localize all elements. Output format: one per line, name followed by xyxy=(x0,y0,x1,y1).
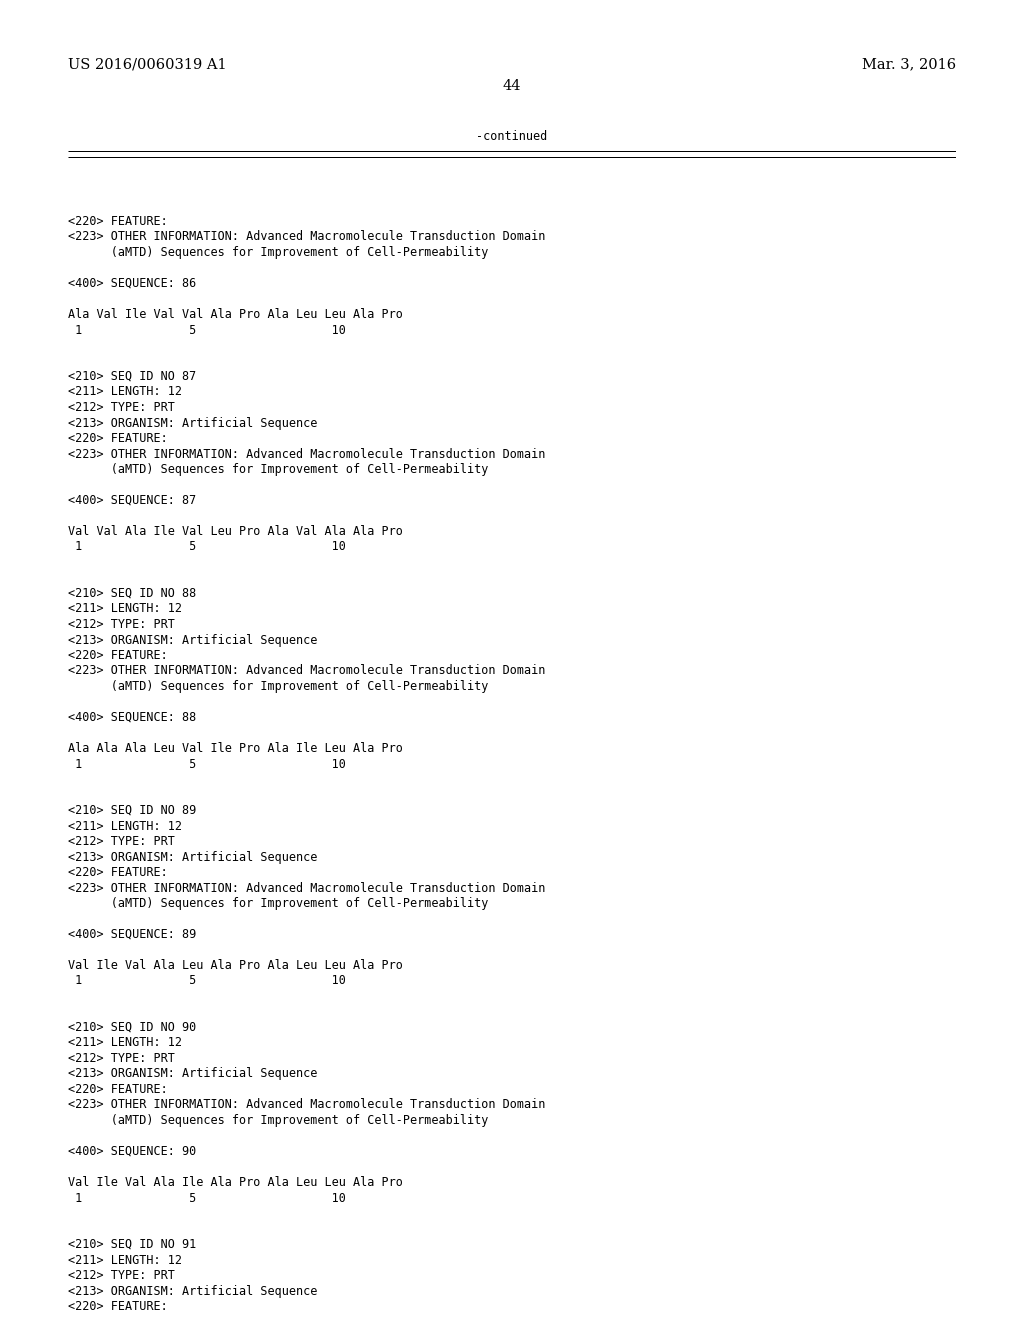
Text: <212> TYPE: PRT: <212> TYPE: PRT xyxy=(68,401,175,414)
Text: <213> ORGANISM: Artificial Sequence: <213> ORGANISM: Artificial Sequence xyxy=(68,634,317,647)
Text: Ala Ala Ala Leu Val Ile Pro Ala Ile Leu Ala Pro: Ala Ala Ala Leu Val Ile Pro Ala Ile Leu … xyxy=(68,742,402,755)
Text: 1               5                   10: 1 5 10 xyxy=(68,974,346,987)
Text: <213> ORGANISM: Artificial Sequence: <213> ORGANISM: Artificial Sequence xyxy=(68,417,317,429)
Text: <220> FEATURE:: <220> FEATURE: xyxy=(68,215,168,228)
Text: <211> LENGTH: 12: <211> LENGTH: 12 xyxy=(68,820,182,833)
Text: <213> ORGANISM: Artificial Sequence: <213> ORGANISM: Artificial Sequence xyxy=(68,1068,317,1081)
Text: <211> LENGTH: 12: <211> LENGTH: 12 xyxy=(68,1036,182,1049)
Text: <212> TYPE: PRT: <212> TYPE: PRT xyxy=(68,836,175,847)
Text: <223> OTHER INFORMATION: Advanced Macromolecule Transduction Domain: <223> OTHER INFORMATION: Advanced Macrom… xyxy=(68,882,546,895)
Text: <400> SEQUENCE: 87: <400> SEQUENCE: 87 xyxy=(68,494,197,507)
Text: 1               5                   10: 1 5 10 xyxy=(68,323,346,337)
Text: Ala Val Ile Val Val Ala Pro Ala Leu Leu Ala Pro: Ala Val Ile Val Val Ala Pro Ala Leu Leu … xyxy=(68,308,402,321)
Text: <220> FEATURE:: <220> FEATURE: xyxy=(68,866,168,879)
Text: <220> FEATURE:: <220> FEATURE: xyxy=(68,649,168,663)
Text: <211> LENGTH: 12: <211> LENGTH: 12 xyxy=(68,385,182,399)
Text: Val Ile Val Ala Leu Ala Pro Ala Leu Leu Ala Pro: Val Ile Val Ala Leu Ala Pro Ala Leu Leu … xyxy=(68,960,402,972)
Text: (aMTD) Sequences for Improvement of Cell-Permeability: (aMTD) Sequences for Improvement of Cell… xyxy=(68,463,488,477)
Text: <213> ORGANISM: Artificial Sequence: <213> ORGANISM: Artificial Sequence xyxy=(68,850,317,863)
Text: <223> OTHER INFORMATION: Advanced Macromolecule Transduction Domain: <223> OTHER INFORMATION: Advanced Macrom… xyxy=(68,447,546,461)
Text: <400> SEQUENCE: 88: <400> SEQUENCE: 88 xyxy=(68,711,197,723)
Text: <211> LENGTH: 12: <211> LENGTH: 12 xyxy=(68,1254,182,1266)
Text: <210> SEQ ID NO 88: <210> SEQ ID NO 88 xyxy=(68,587,197,601)
Text: (aMTD) Sequences for Improvement of Cell-Permeability: (aMTD) Sequences for Improvement of Cell… xyxy=(68,898,488,909)
Text: 1               5                   10: 1 5 10 xyxy=(68,758,346,771)
Text: <213> ORGANISM: Artificial Sequence: <213> ORGANISM: Artificial Sequence xyxy=(68,1284,317,1298)
Text: <223> OTHER INFORMATION: Advanced Macromolecule Transduction Domain: <223> OTHER INFORMATION: Advanced Macrom… xyxy=(68,1098,546,1111)
Text: Mar. 3, 2016: Mar. 3, 2016 xyxy=(862,57,956,71)
Text: <211> LENGTH: 12: <211> LENGTH: 12 xyxy=(68,602,182,615)
Text: <400> SEQUENCE: 89: <400> SEQUENCE: 89 xyxy=(68,928,197,941)
Text: US 2016/0060319 A1: US 2016/0060319 A1 xyxy=(68,57,226,71)
Text: <212> TYPE: PRT: <212> TYPE: PRT xyxy=(68,1269,175,1282)
Text: <400> SEQUENCE: 86: <400> SEQUENCE: 86 xyxy=(68,277,197,290)
Text: <210> SEQ ID NO 91: <210> SEQ ID NO 91 xyxy=(68,1238,197,1251)
Text: (aMTD) Sequences for Improvement of Cell-Permeability: (aMTD) Sequences for Improvement of Cell… xyxy=(68,1114,488,1127)
Text: <212> TYPE: PRT: <212> TYPE: PRT xyxy=(68,1052,175,1065)
Text: <210> SEQ ID NO 90: <210> SEQ ID NO 90 xyxy=(68,1020,197,1034)
Text: <400> SEQUENCE: 90: <400> SEQUENCE: 90 xyxy=(68,1144,197,1158)
Text: <210> SEQ ID NO 87: <210> SEQ ID NO 87 xyxy=(68,370,197,383)
Text: <220> FEATURE:: <220> FEATURE: xyxy=(68,1300,168,1313)
Text: Val Ile Val Ala Ile Ala Pro Ala Leu Leu Ala Pro: Val Ile Val Ala Ile Ala Pro Ala Leu Leu … xyxy=(68,1176,402,1189)
Text: -continued: -continued xyxy=(476,129,548,143)
Text: Val Val Ala Ile Val Leu Pro Ala Val Ala Ala Pro: Val Val Ala Ile Val Leu Pro Ala Val Ala … xyxy=(68,525,402,539)
Text: <212> TYPE: PRT: <212> TYPE: PRT xyxy=(68,618,175,631)
Text: (aMTD) Sequences for Improvement of Cell-Permeability: (aMTD) Sequences for Improvement of Cell… xyxy=(68,680,488,693)
Text: (aMTD) Sequences for Improvement of Cell-Permeability: (aMTD) Sequences for Improvement of Cell… xyxy=(68,246,488,259)
Text: 1               5                   10: 1 5 10 xyxy=(68,540,346,553)
Text: <220> FEATURE:: <220> FEATURE: xyxy=(68,1082,168,1096)
Text: <223> OTHER INFORMATION: Advanced Macromolecule Transduction Domain: <223> OTHER INFORMATION: Advanced Macrom… xyxy=(68,231,546,243)
Text: 44: 44 xyxy=(503,79,521,92)
Text: <210> SEQ ID NO 89: <210> SEQ ID NO 89 xyxy=(68,804,197,817)
Text: <220> FEATURE:: <220> FEATURE: xyxy=(68,432,168,445)
Text: 1               5                   10: 1 5 10 xyxy=(68,1192,346,1204)
Text: <223> OTHER INFORMATION: Advanced Macromolecule Transduction Domain: <223> OTHER INFORMATION: Advanced Macrom… xyxy=(68,664,546,677)
